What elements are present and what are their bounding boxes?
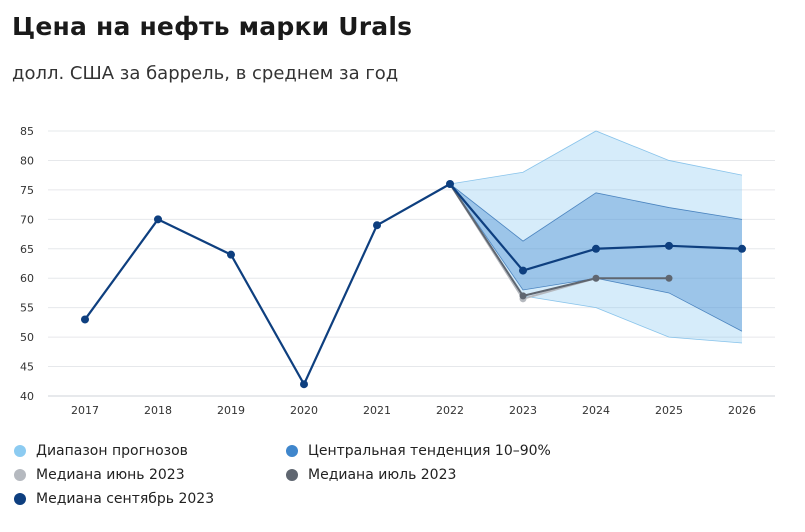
series-line-median-sept	[83, 182, 744, 386]
band-central-upper-edge	[449, 183, 743, 242]
legend-item-median-july: Медиана июль 2023	[286, 467, 456, 483]
legend-label-median-sept: Медиана сентябрь 2023	[36, 491, 215, 507]
legend-item-median-sept: Медиана сентябрь 2023	[14, 491, 214, 507]
series-line-median-july	[449, 183, 670, 297]
y-tick-label: 75	[20, 184, 34, 197]
legend-label-median-june: Медиана июнь 2023	[36, 467, 185, 483]
legend-label-central: Центральная тенденция 10–90%	[308, 443, 551, 459]
data-point-median-july	[519, 292, 527, 300]
x-tick-label: 2024	[582, 404, 610, 417]
y-tick-label: 45	[20, 361, 34, 374]
x-tick-label: 2022	[436, 404, 464, 417]
chart-subtitle: долл. США за баррель, в среднем за год	[12, 63, 399, 84]
x-tick-label: 2020	[290, 404, 318, 417]
band-central-area	[450, 184, 742, 332]
y-tick-label: 65	[20, 243, 34, 256]
x-tick-label: 2023	[509, 404, 537, 417]
y-tick-label: 85	[20, 125, 34, 138]
legend-swatch-median-july	[286, 469, 298, 481]
legend-item-central: Центральная тенденция 10–90%	[286, 443, 551, 459]
y-tick-label: 70	[20, 213, 34, 226]
series-points	[81, 180, 746, 389]
legend-swatch-central	[286, 445, 298, 457]
legend-item-median-june: Медиана июнь 2023	[14, 467, 185, 483]
data-point-median-sept	[738, 244, 746, 253]
data-point-median-july	[665, 274, 673, 282]
x-tick-label: 2025	[655, 404, 683, 417]
legend-label-range: Диапазон прогнозов	[36, 443, 188, 459]
data-point-median-sept	[592, 244, 600, 253]
data-point-median-sept	[519, 266, 527, 275]
y-tick-label: 40	[20, 390, 34, 403]
legend-swatch-median-june	[14, 469, 26, 481]
legend-swatch-range	[14, 445, 26, 457]
legend-swatch-median-sept	[14, 493, 26, 505]
x-tick-label: 2019	[217, 404, 245, 417]
data-point-median-sept	[373, 221, 381, 230]
x-tick-label: 2021	[363, 404, 391, 417]
band-range-upper-edge	[449, 130, 743, 185]
legend-item-range: Диапазон прогнозов	[14, 443, 188, 459]
y-tick-label: 60	[20, 272, 34, 285]
data-point-median-sept	[665, 241, 673, 250]
y-tick-label: 50	[20, 331, 34, 344]
x-tick-label: 2017	[71, 404, 99, 417]
y-tick-label: 80	[20, 154, 34, 167]
data-point-median-sept	[300, 380, 308, 389]
urals-price-chart: 40 45 50 55 60 65 70 75 80 85 2017 2018 2019 2020 2021…	[20, 125, 775, 417]
data-point-median-sept	[227, 250, 235, 259]
axes: 40 45 50 55 60 65 70 75 80 85 2017 2018 2019 2020 2021…	[20, 125, 756, 417]
data-point-median-sept	[446, 180, 454, 188]
data-point-median-sept	[81, 315, 89, 324]
y-tick-label: 55	[20, 302, 34, 315]
legend-label-median-july: Медиана июль 2023	[308, 467, 457, 483]
grid	[48, 130, 775, 397]
x-tick-label: 2018	[144, 404, 172, 417]
data-point-median-sept	[154, 215, 162, 224]
x-tick-label: 2026	[728, 404, 756, 417]
data-point-median-july	[592, 274, 600, 282]
chart-title: Цена на нефть марки Urals	[12, 12, 413, 41]
